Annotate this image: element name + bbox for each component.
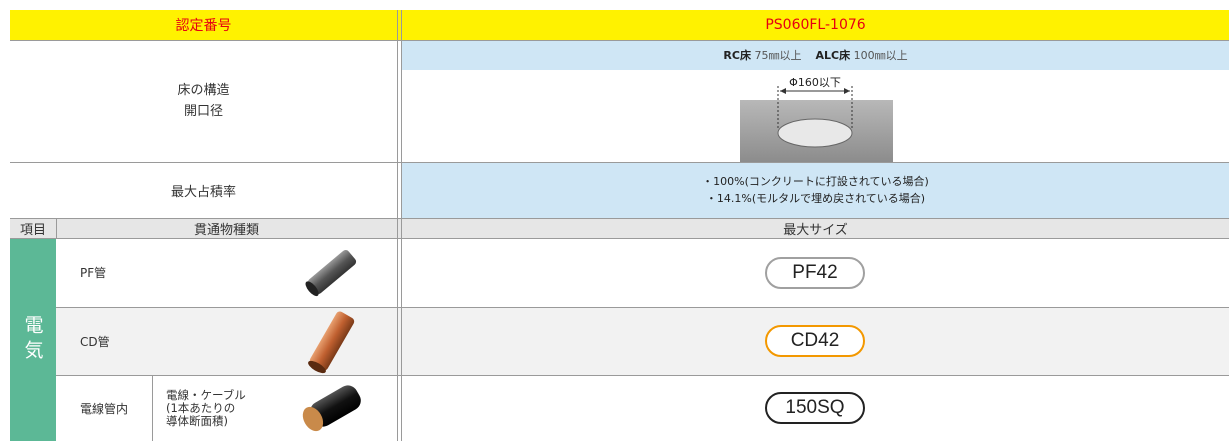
- row-bg: [56, 307, 1229, 375]
- diameter: Φ160以下: [789, 76, 841, 89]
- item-name: 電線管内: [80, 401, 129, 416]
- floor-diagram: [740, 86, 893, 162]
- pf-pipe: [305, 250, 357, 297]
- conditions: RC床 75㎜以上 ALC床 100㎜以上: [402, 40, 1229, 70]
- column-header: 項目: [19, 222, 46, 238]
- occupancy-line: ・100%(コンクリートに打設されている場合): [702, 175, 929, 188]
- sub-line: 導体断面積): [166, 413, 228, 428]
- column-header: 貫通物種類: [193, 222, 259, 238]
- sub-line: 電線・ケーブル: [166, 387, 246, 402]
- size-pill: 150SQ: [765, 392, 865, 424]
- thickness: 75㎜以上: [754, 49, 802, 62]
- rule: [56, 218, 57, 238]
- rule: [152, 375, 153, 441]
- cable: [302, 385, 361, 432]
- structure-label: 床の構造 開口径: [10, 40, 397, 162]
- label-line: 床の構造: [177, 83, 230, 98]
- header-value: PS060FL-1076: [765, 17, 866, 33]
- occupancy-label: 最大占積率: [170, 184, 236, 200]
- column-header: 最大サイズ: [783, 222, 848, 238]
- table-header-bg: [10, 218, 1229, 238]
- occupancy-line: ・14.1%(モルタルで埋め戻されている場合): [705, 192, 926, 205]
- size-pill: PF42: [765, 257, 865, 289]
- rule: [397, 10, 398, 441]
- header-bg: [10, 10, 1229, 40]
- rule: [10, 238, 1229, 239]
- sub-line: (1本あたりの: [166, 400, 236, 415]
- category: 電気: [10, 238, 56, 441]
- header-label: 認定番号: [175, 18, 232, 34]
- size-pill: CD42: [765, 325, 865, 357]
- thickness: 100㎜以上: [853, 49, 908, 62]
- item-sub: 電線・ケーブル (1本あたりの 導体断面積): [166, 375, 246, 441]
- floor: RC床: [723, 49, 751, 62]
- rule: [10, 218, 1229, 219]
- rule: [56, 307, 1229, 308]
- floor: ALC床: [815, 49, 851, 62]
- rule: [401, 10, 402, 441]
- conditions-bg: [402, 40, 1229, 70]
- occupancy-lines: ・100%(コンクリートに打設されている場合) ・14.1%(モルタルで埋め戻さ…: [402, 162, 1229, 218]
- rule: [56, 375, 1229, 376]
- rule: [10, 40, 1229, 41]
- rule: [10, 162, 1229, 163]
- item-name: CD管: [80, 334, 110, 349]
- label-line: 開口径: [183, 104, 223, 119]
- occupancy-bg: [402, 162, 1229, 218]
- item-name: PF管: [80, 266, 107, 280]
